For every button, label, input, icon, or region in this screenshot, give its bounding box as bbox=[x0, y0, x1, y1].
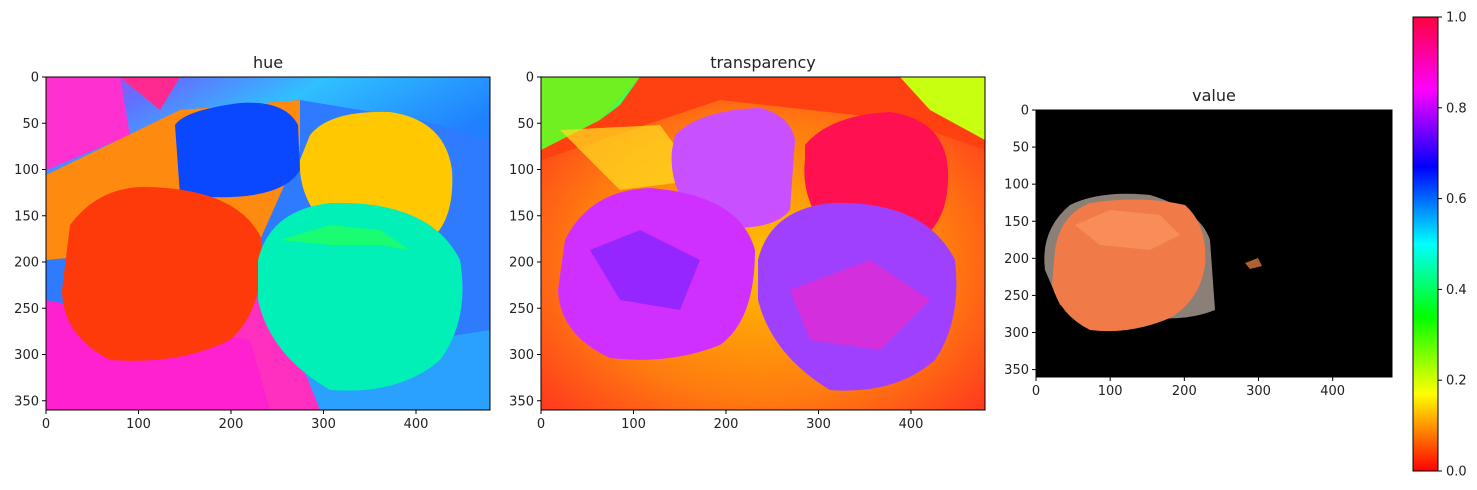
hue-blue-bag bbox=[175, 102, 300, 198]
x-tick-label: 100 bbox=[621, 417, 646, 432]
y-tick-label: 300 bbox=[14, 348, 39, 363]
y-tick-label: 300 bbox=[1004, 326, 1029, 341]
y-tick-label: 150 bbox=[14, 209, 39, 224]
value-panel: value 0 100 200 300 400 0 50 100 150 200 250 300 350 bbox=[1004, 86, 1393, 400]
y-tick-label: 150 bbox=[509, 209, 534, 224]
y-tick-label: 0 bbox=[1021, 104, 1029, 119]
value-title: value bbox=[1192, 86, 1236, 105]
x-tick-label: 300 bbox=[311, 417, 336, 432]
y-tick-label: 50 bbox=[1012, 141, 1029, 156]
x-tick-label: 200 bbox=[1172, 384, 1197, 399]
transparency-panel: transparency 0 100 200 300 400 0 50 100 150 200 25… bbox=[509, 53, 986, 433]
y-tick-label: 300 bbox=[509, 348, 534, 363]
colorbar-tick-label: 0.0 bbox=[1446, 465, 1467, 480]
hue-red-bag bbox=[62, 186, 263, 361]
colorbar-tick-label: 0.8 bbox=[1446, 101, 1467, 116]
x-tick-label: 200 bbox=[714, 417, 739, 432]
y-tick-label: 250 bbox=[1004, 289, 1029, 304]
hue-panel: hue 0 100 200 300 400 0 50 100 150 200 250 300 350 bbox=[14, 53, 491, 433]
x-tick-label: 0 bbox=[537, 417, 545, 432]
y-tick-label: 350 bbox=[509, 394, 534, 409]
colorbar-tick-label: 0.4 bbox=[1446, 283, 1467, 298]
colorbar-tick-label: 0.6 bbox=[1446, 192, 1467, 207]
x-tick-label: 400 bbox=[1320, 384, 1345, 399]
y-tick-label: 350 bbox=[1004, 363, 1029, 378]
transparency-image bbox=[541, 77, 985, 410]
y-tick-label: 200 bbox=[1004, 252, 1029, 267]
y-tick-label: 50 bbox=[22, 117, 39, 132]
y-tick-label: 200 bbox=[509, 256, 534, 271]
x-tick-label: 0 bbox=[42, 417, 50, 432]
transparency-title: transparency bbox=[710, 53, 816, 72]
y-tick-label: 250 bbox=[509, 302, 534, 317]
y-tick-label: 50 bbox=[517, 117, 534, 132]
x-tick-label: 400 bbox=[404, 417, 429, 432]
y-tick-label: 100 bbox=[14, 163, 39, 178]
hue-axis-ticks: 0 100 200 300 400 0 50 100 150 200 250 300 350 bbox=[14, 71, 428, 433]
colorbar-ticks: 0.0 0.2 0.4 0.6 0.8 1.0 bbox=[1438, 11, 1467, 480]
value-image bbox=[1036, 110, 1392, 377]
y-tick-label: 150 bbox=[1004, 215, 1029, 230]
x-tick-label: 0 bbox=[1032, 384, 1040, 399]
colorbar-tick-label: 0.2 bbox=[1446, 374, 1467, 389]
y-tick-label: 100 bbox=[1004, 178, 1029, 193]
x-tick-label: 100 bbox=[126, 417, 151, 432]
hue-teal-bag bbox=[258, 202, 463, 391]
transparency-bag-top-left bbox=[671, 108, 795, 228]
y-tick-label: 100 bbox=[509, 163, 534, 178]
y-tick-label: 0 bbox=[31, 71, 39, 86]
hue-title: hue bbox=[253, 53, 283, 72]
x-tick-label: 300 bbox=[1246, 384, 1271, 399]
hue-image bbox=[46, 77, 490, 410]
colorbar-gradient bbox=[1412, 16, 1439, 472]
x-tick-label: 100 bbox=[1098, 384, 1123, 399]
x-tick-label: 400 bbox=[899, 417, 924, 432]
y-tick-label: 0 bbox=[526, 71, 534, 86]
x-tick-label: 300 bbox=[806, 417, 831, 432]
y-tick-label: 200 bbox=[14, 256, 39, 271]
colorbar-tick-label: 1.0 bbox=[1446, 11, 1467, 26]
y-tick-label: 350 bbox=[14, 394, 39, 409]
value-axis-ticks: 0 100 200 300 400 0 50 100 150 200 250 300 350 bbox=[1004, 104, 1345, 400]
x-tick-label: 200 bbox=[219, 417, 244, 432]
y-tick-label: 250 bbox=[14, 302, 39, 317]
transparency-axis-ticks: 0 100 200 300 400 0 50 100 150 200 250 300 350 bbox=[509, 71, 923, 433]
colorbar: 0.0 0.2 0.4 0.6 0.8 1.0 bbox=[1412, 11, 1467, 480]
